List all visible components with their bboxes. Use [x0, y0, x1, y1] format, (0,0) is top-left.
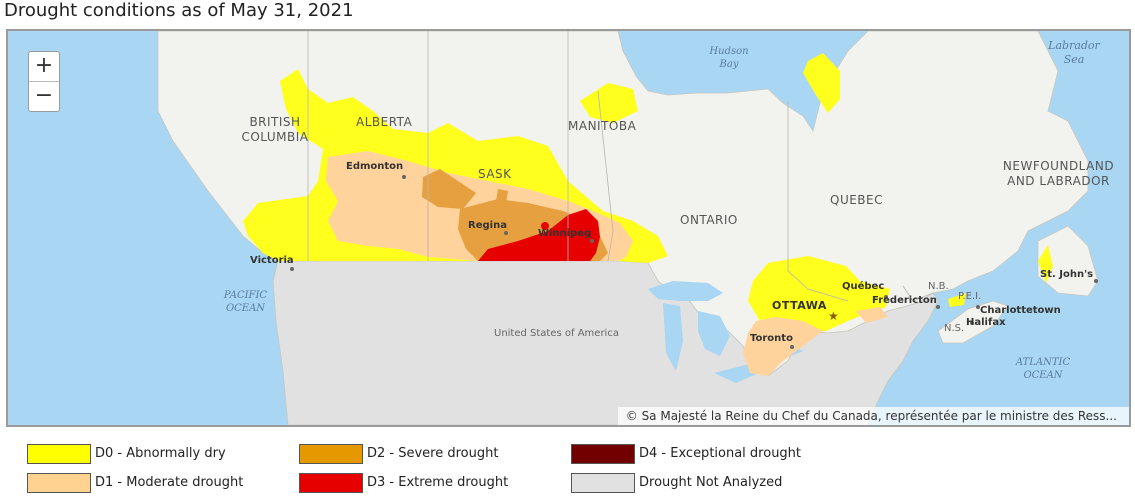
city-label-victoria: Victoria [250, 255, 294, 266]
map-label-sask: SASK [478, 167, 512, 181]
city-label-toronto: Toronto [750, 333, 793, 344]
city-label-edmonton: Edmonton [346, 161, 404, 172]
city-dot-victoria [290, 267, 294, 271]
city-dot-winnipeg [590, 239, 594, 243]
city-label-halifax: Halifax [966, 317, 1006, 328]
legend-label-d2: D2 - Severe drought [367, 446, 499, 461]
page-title: Drought conditions as of May 31, 2021 [4, 0, 354, 21]
zoom-in-button[interactable]: + [34, 53, 54, 78]
legend-label-d0: D0 - Abnormally dry [95, 446, 226, 461]
city-label-st-johns: St. John's [1040, 269, 1094, 280]
legend-swatch-d1 [27, 473, 91, 493]
land-newfoundland [1037, 225, 1099, 297]
legend-swatch-d3 [299, 473, 363, 493]
city-label-regina: Regina [468, 220, 507, 231]
lake-michigan [663, 303, 683, 371]
map-label-usa: United States of America [494, 328, 619, 339]
map-label-manitoba: MANITOBA [568, 119, 637, 133]
map-label-hudson-bay: Hudson Bay [709, 46, 749, 70]
legend-swatch-not-analyzed [571, 473, 635, 493]
city-dot-st-johns [1094, 279, 1098, 283]
map-attribution: © Sa Majesté la Reine du Chef du Canada,… [617, 407, 1129, 425]
map-label-ontario: ONTARIO [680, 213, 738, 227]
city-label-quebec: Québec [842, 281, 885, 292]
map-label-pacific-ocean: PACIFIC OCEAN [223, 290, 268, 314]
map-legend: D0 - Abnormally dry D1 - Moderate drough… [0, 430, 1135, 501]
city-label-charlottetown: Charlottetown [980, 305, 1061, 316]
capital-star-icon: ★ [828, 309, 839, 323]
city-dot-halifax [970, 321, 974, 325]
lake-superior [648, 281, 723, 301]
map-label-pei: P.E.I. [958, 291, 982, 302]
legend-label-d1: D1 - Moderate drought [95, 475, 244, 490]
legend-swatch-d4 [571, 444, 635, 464]
map-label-atlantic-ocean: ATLANTIC OCEAN [1015, 357, 1071, 381]
map-label-newfoundland: NEWFOUNDLAND AND LABRADOR [1002, 159, 1115, 188]
legend-label-d3: D3 - Extreme drought [367, 475, 509, 490]
city-label-winnipeg: Winnipeg [538, 228, 592, 239]
map-label-quebec: QUEBEC [830, 193, 884, 207]
map-label-british-columbia: BRITISH COLUMBIA [241, 115, 309, 144]
province-borders [307, 31, 934, 302]
legend-label-d4: D4 - Exceptional drought [639, 446, 802, 461]
map-label-ns: N.S. [944, 323, 965, 334]
map-label-nb: N.B. [928, 281, 949, 292]
drought-d3-areas [478, 209, 600, 261]
city-dot-toronto [790, 345, 794, 349]
city-dot-edmonton [402, 175, 406, 179]
legend-swatch-d2 [299, 444, 363, 464]
zoom-out-button[interactable]: − [29, 81, 59, 111]
city-dot-quebec [884, 295, 888, 299]
legend-swatch-d0 [27, 444, 91, 464]
map-label-labrador-sea: Labrador Sea [1048, 39, 1100, 66]
map-view[interactable]: Hudson Bay Labrador Sea PACIFIC OCEAN AT… [6, 29, 1131, 427]
legend-label-not-analyzed: Drought Not Analyzed [639, 475, 783, 490]
city-dot-fredericton [936, 305, 940, 309]
city-label-ottawa: OTTAWA [772, 299, 827, 312]
lake-huron [698, 311, 730, 356]
city-dot-regina [504, 231, 508, 235]
city-dot-charlottetown [976, 305, 980, 309]
city-label-fredericton: Fredericton [872, 295, 937, 306]
map-label-alberta: ALBERTA [356, 115, 413, 129]
zoom-control: + − [28, 51, 60, 112]
